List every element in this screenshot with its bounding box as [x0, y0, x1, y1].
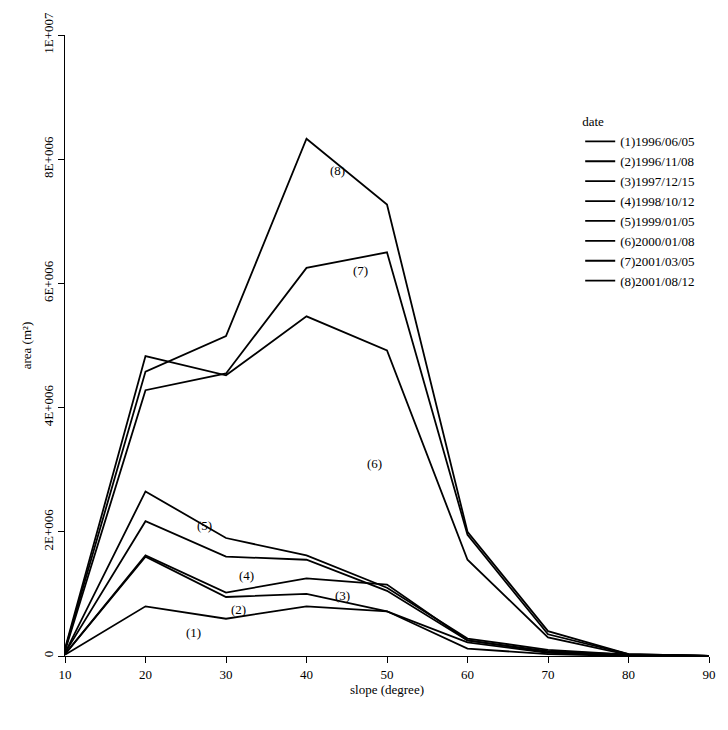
- svg-text:(2): (2): [231, 602, 246, 617]
- svg-text:(8): (8): [330, 163, 345, 178]
- svg-text:2E+006: 2E+006: [41, 509, 56, 551]
- svg-text:50: 50: [381, 667, 394, 682]
- svg-text:(3)1997/12/15: (3)1997/12/15: [620, 174, 694, 189]
- svg-text:(5): (5): [197, 518, 212, 533]
- svg-text:4E+006: 4E+006: [41, 385, 56, 427]
- svg-text:(6)2000/01/08: (6)2000/01/08: [620, 234, 694, 249]
- svg-text:70: 70: [542, 667, 555, 682]
- svg-text:1E+007: 1E+007: [41, 12, 56, 54]
- svg-text:(7): (7): [353, 263, 368, 278]
- svg-text:80: 80: [622, 667, 635, 682]
- svg-text:0: 0: [41, 651, 56, 658]
- svg-text:60: 60: [461, 667, 474, 682]
- svg-text:(1): (1): [186, 625, 201, 640]
- svg-text:slope (degree): slope (degree): [350, 682, 424, 697]
- svg-text:date: date: [582, 114, 604, 129]
- svg-text:90: 90: [703, 667, 716, 682]
- svg-text:(7)2001/03/05: (7)2001/03/05: [620, 254, 694, 269]
- svg-text:(5)1999/01/05: (5)1999/01/05: [620, 214, 694, 229]
- svg-text:30: 30: [220, 667, 233, 682]
- svg-text:8E+006: 8E+006: [41, 136, 56, 178]
- svg-text:40: 40: [300, 667, 313, 682]
- svg-text:(3): (3): [335, 588, 350, 603]
- svg-text:20: 20: [139, 667, 152, 682]
- svg-text:(4): (4): [239, 568, 254, 583]
- svg-text:6E+006: 6E+006: [41, 260, 56, 302]
- svg-text:(4)1998/10/12: (4)1998/10/12: [620, 194, 694, 209]
- svg-text:(6): (6): [367, 456, 382, 471]
- svg-text:10: 10: [59, 667, 72, 682]
- svg-text:area (m²): area (m²): [19, 322, 34, 370]
- svg-text:(8)2001/08/12: (8)2001/08/12: [620, 274, 694, 289]
- svg-text:(1)1996/06/05: (1)1996/06/05: [620, 134, 694, 149]
- svg-text:(2)1996/11/08: (2)1996/11/08: [620, 154, 694, 169]
